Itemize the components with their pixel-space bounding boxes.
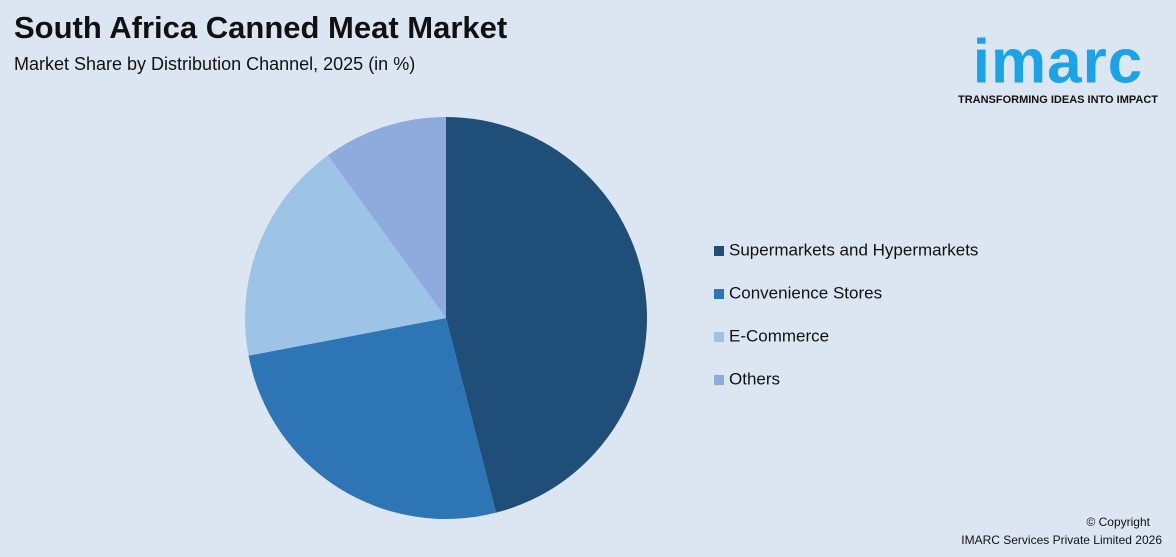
pie: [244, 117, 647, 519]
copyright: © Copyright: [1086, 515, 1150, 529]
logo: imarc: [973, 27, 1143, 96]
copyright-company: IMARC Services Private Limited 2026: [961, 533, 1162, 547]
logo-tagline: TRANSFORMING IDEAS INTO IMPACT: [958, 94, 1158, 106]
pie-slice: [446, 117, 647, 513]
pie-slice: [244, 155, 446, 356]
legend-label: Supermarkets and Hypermarkets: [729, 240, 978, 259]
legend-swatch: [714, 332, 724, 342]
legend-label: Others: [729, 369, 780, 388]
legend-swatch: [714, 289, 724, 299]
legend-swatch: [714, 375, 724, 385]
chart-title: South Africa Canned Meat Market: [14, 10, 507, 45]
legend-swatch: [714, 246, 724, 256]
legend-label: E-Commerce: [729, 326, 829, 345]
pie-slice: [248, 318, 496, 519]
chart-subtitle: Market Share by Distribution Channel, 20…: [14, 54, 415, 74]
pie-slice: [327, 117, 446, 318]
legend-label: Convenience Stores: [729, 283, 882, 302]
legend: Supermarkets and Hypermarkets Convenience…: [714, 240, 978, 388]
